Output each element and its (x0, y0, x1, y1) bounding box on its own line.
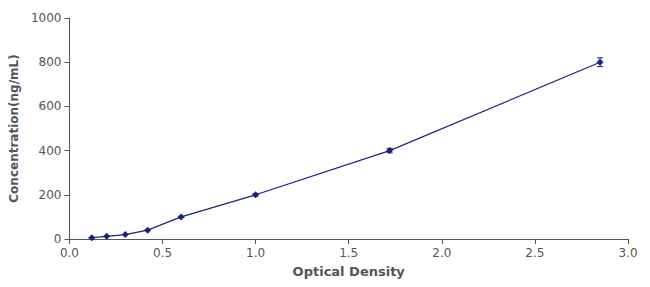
svg-text:3.0: 3.0 (618, 246, 637, 260)
svg-text:0.0: 0.0 (60, 246, 79, 260)
svg-text:Concentration(ng/mL): Concentration(ng/mL) (7, 54, 21, 202)
svg-text:200: 200 (39, 188, 62, 202)
svg-text:1.5: 1.5 (339, 246, 358, 260)
svg-text:800: 800 (39, 55, 62, 69)
svg-text:0.5: 0.5 (153, 246, 172, 260)
svg-text:1000: 1000 (31, 11, 62, 25)
svg-text:Optical Density: Optical Density (293, 264, 406, 279)
svg-text:2.0: 2.0 (432, 246, 451, 260)
svg-text:400: 400 (39, 144, 62, 158)
svg-text:600: 600 (39, 99, 62, 113)
svg-text:1.0: 1.0 (246, 246, 265, 260)
svg-text:0: 0 (54, 232, 62, 246)
svg-text:2.5: 2.5 (525, 246, 544, 260)
